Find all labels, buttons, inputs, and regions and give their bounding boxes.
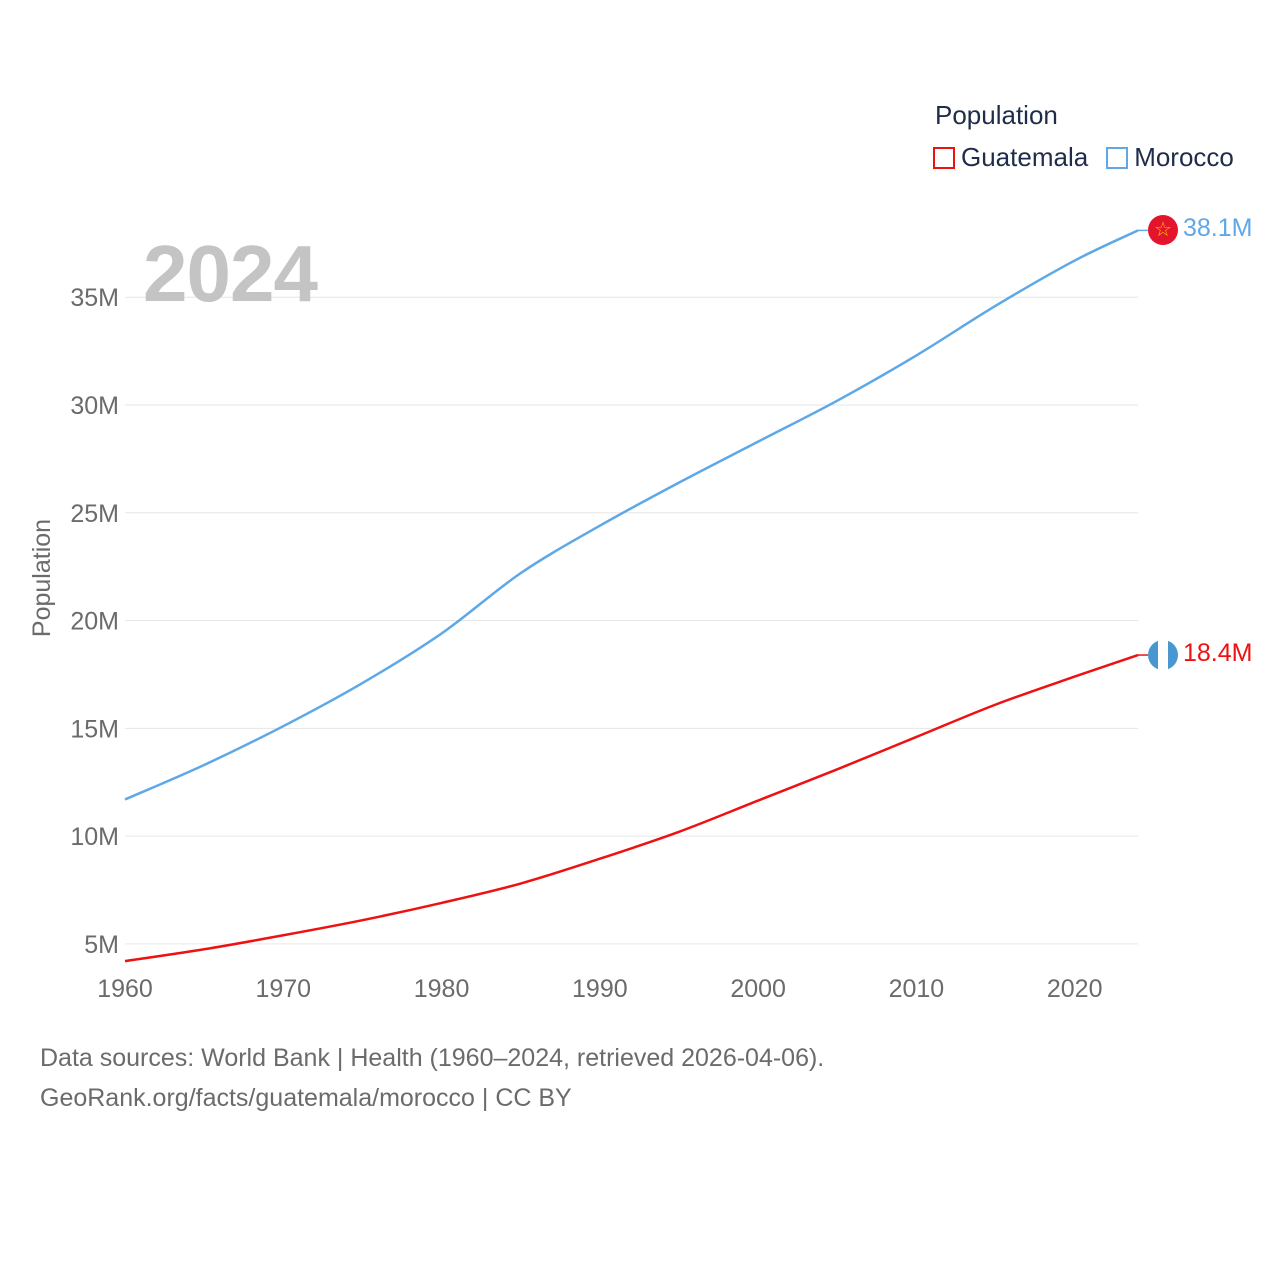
y-axis-label: Population xyxy=(28,519,56,637)
series-lines xyxy=(124,229,1148,963)
x-tick-label: 1990 xyxy=(572,975,628,1003)
morocco-flag-icon: ☆ xyxy=(1148,215,1178,246)
y-tick-label: 20M xyxy=(70,608,119,636)
legend-label-morocco: Morocco xyxy=(1134,142,1234,172)
y-tick-label: 35M xyxy=(70,284,119,312)
gridlines xyxy=(125,296,1138,945)
legend-swatch-morocco xyxy=(1106,146,1129,169)
x-tick-label: 2000 xyxy=(730,975,786,1003)
x-tick-label: 1980 xyxy=(414,975,470,1003)
guatemala-flag-icon xyxy=(1148,640,1178,671)
y-tick-label: 5M xyxy=(84,931,119,959)
current-year-label: 2024 xyxy=(143,229,318,318)
x-tick-label: 2010 xyxy=(889,975,945,1003)
y-axis-ticks: 5M 10M 15M 20M 25M 30M 35M xyxy=(70,284,119,959)
x-tick-label: 1960 xyxy=(97,975,153,1003)
x-tick-label: 2020 xyxy=(1047,975,1103,1003)
legend-title: Population xyxy=(935,100,1058,130)
y-tick-label: 15M xyxy=(70,715,119,743)
legend-item-morocco[interactable]: Morocco xyxy=(1106,142,1234,173)
footer-sources: Data sources: World Bank | Health (1960–… xyxy=(40,1044,825,1072)
end-label-morocco: 38.1M xyxy=(1183,214,1253,243)
end-label-guatemala: 18.4M xyxy=(1183,639,1253,668)
legend-label-guatemala: Guatemala xyxy=(961,142,1089,172)
legend: Guatemala Morocco xyxy=(933,142,1252,173)
legend-swatch-guatemala xyxy=(933,146,955,169)
legend-item-guatemala[interactable]: Guatemala xyxy=(933,142,1088,173)
y-tick-label: 30M xyxy=(70,392,119,420)
x-axis-ticks: 1960 1970 1980 1990 2000 2010 2020 xyxy=(97,975,1102,1003)
x-tick-label: 1970 xyxy=(255,975,311,1003)
series-line-morocco xyxy=(124,229,1139,801)
y-tick-label: 25M xyxy=(70,500,119,528)
footer-credit: GeoRank.org/facts/guatemala/morocco | CC… xyxy=(40,1084,572,1112)
series-line-guatemala xyxy=(124,653,1139,963)
y-tick-label: 10M xyxy=(70,823,119,851)
